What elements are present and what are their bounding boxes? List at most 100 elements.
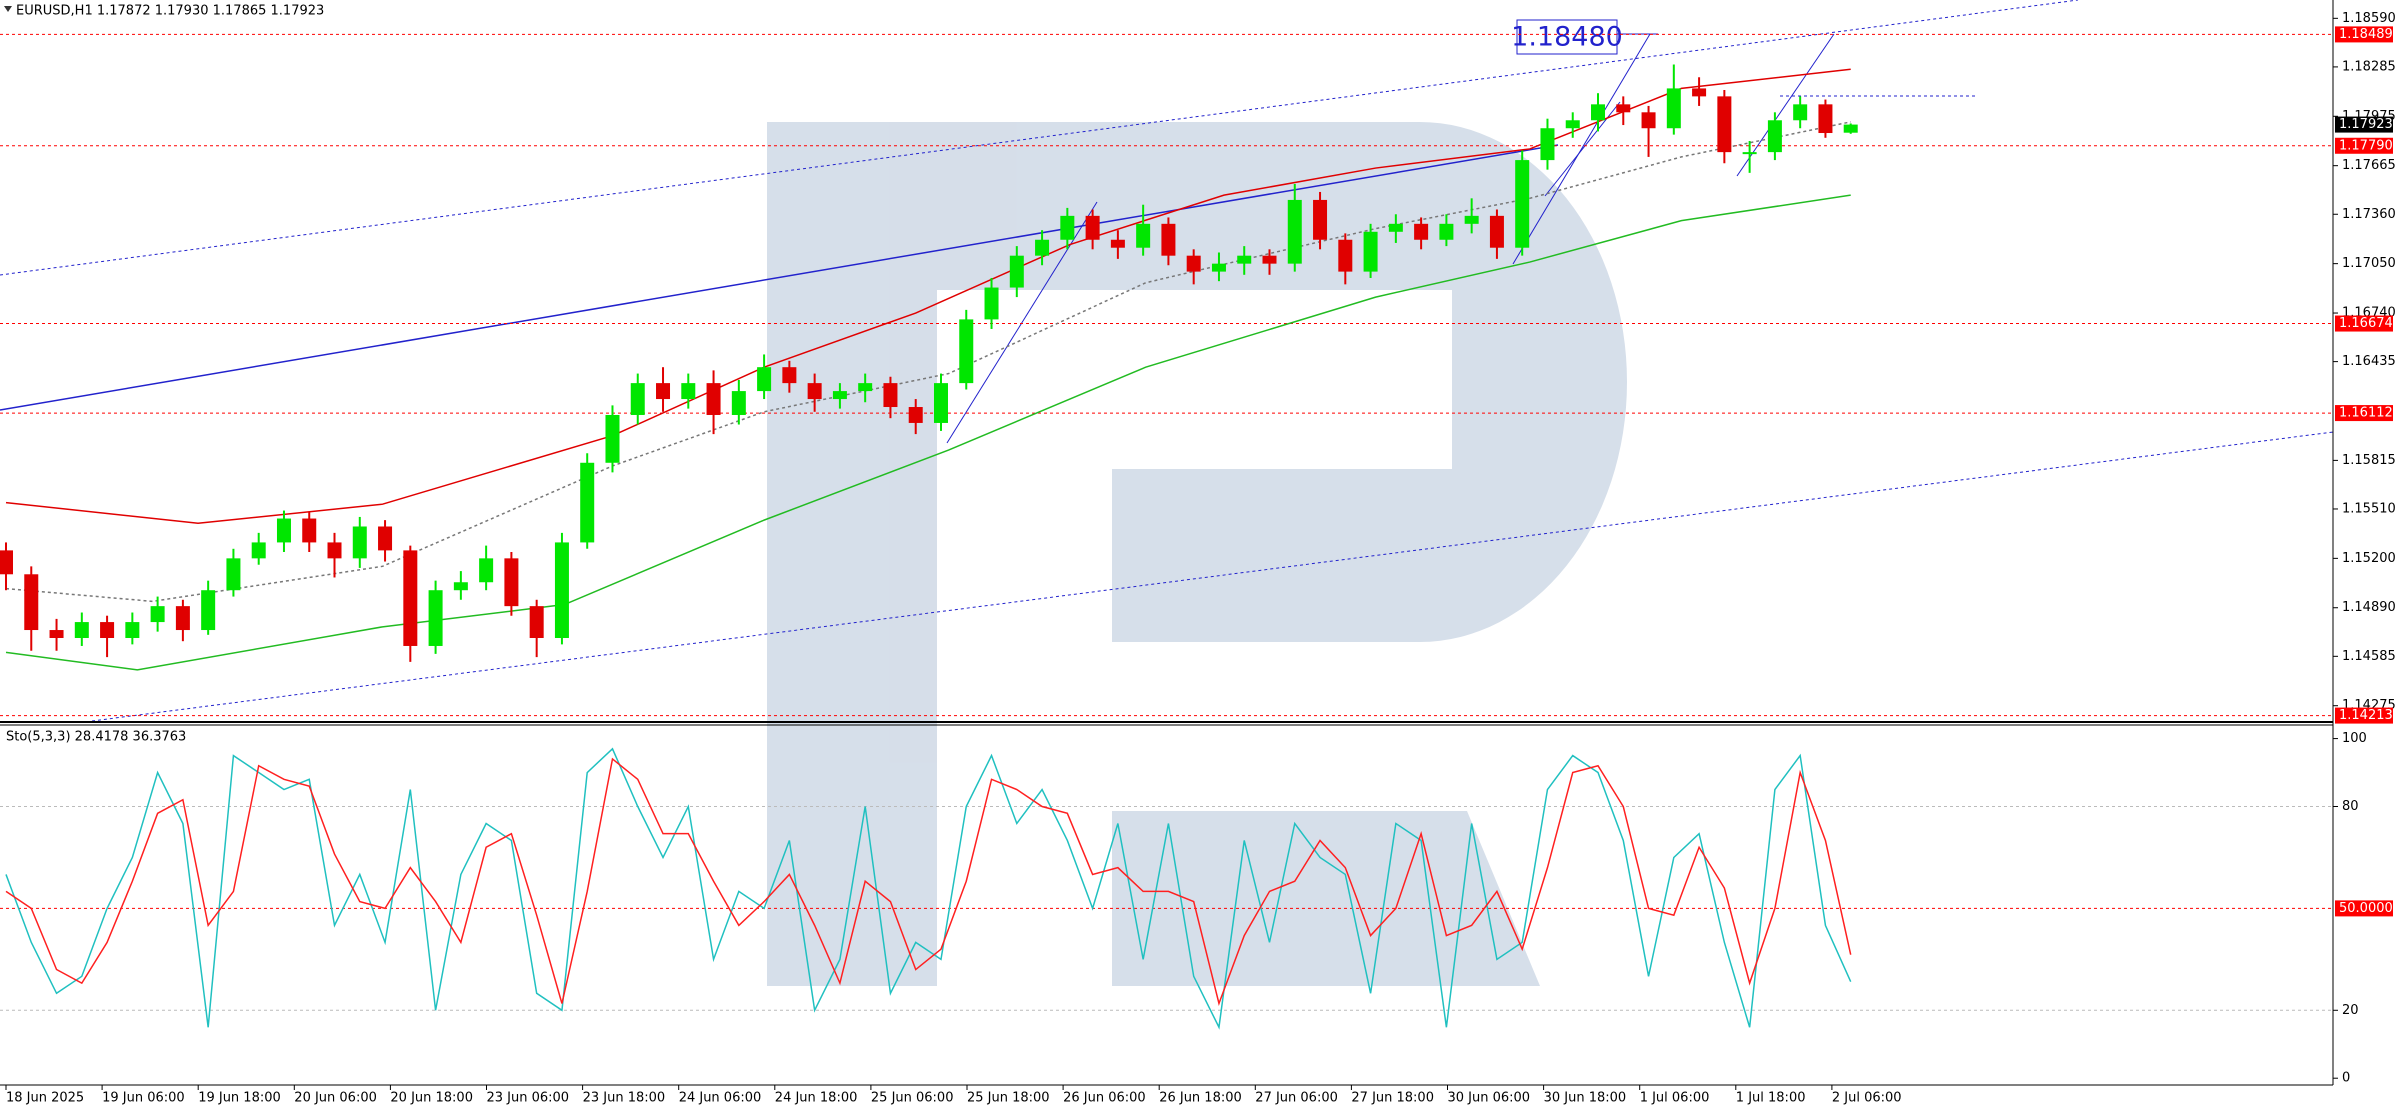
candle-body [1818, 104, 1833, 134]
candle-body [782, 367, 797, 384]
candle-body [933, 383, 948, 423]
candle-body [175, 606, 190, 631]
candle-body [1060, 215, 1075, 240]
y-tick-label: 1.17665 [2342, 158, 2396, 173]
x-tick-label: 20 Jun 18:00 [390, 1091, 473, 1106]
x-tick-label: 27 Jun 18:00 [1351, 1091, 1434, 1106]
candle-body [0, 550, 13, 575]
trend-line [0, 144, 1559, 411]
level-label: 1.16674 [2339, 316, 2393, 331]
candle-body [630, 383, 645, 415]
y-tick-label: 1.15200 [2342, 551, 2396, 566]
level-label-box [2335, 26, 2393, 43]
level-label-box [2335, 707, 2393, 724]
candle-body [1641, 112, 1656, 129]
signal-level-box [2335, 900, 2393, 917]
level-label: 1.14213 [2339, 708, 2393, 723]
candle-body [74, 622, 89, 639]
y-tick-label: 1.18285 [2342, 59, 2396, 74]
candle-body [226, 558, 241, 591]
channel-lower [91, 431, 2334, 722]
candle-body [832, 391, 847, 400]
candle-body [1793, 104, 1808, 121]
candle-body [1439, 223, 1454, 240]
x-tick-label: 2 Jul 06:00 [1832, 1091, 1902, 1106]
candle-body [1666, 88, 1681, 129]
candle-body [757, 367, 772, 392]
level-label-box [2335, 315, 2393, 332]
x-tick-label: 25 Jun 06:00 [871, 1091, 954, 1106]
candle-body [428, 590, 443, 646]
x-tick-label: 27 Jun 06:00 [1255, 1091, 1338, 1106]
y-tick-label: 1.15815 [2342, 453, 2396, 468]
candle-body [24, 574, 39, 631]
candle-body [1313, 199, 1328, 240]
candle-body [302, 518, 317, 543]
candle-body [1742, 152, 1757, 155]
candle-body [706, 383, 721, 415]
x-tick-label: 24 Jun 06:00 [679, 1091, 762, 1106]
candle-body [479, 558, 494, 583]
watermark-leg [1112, 811, 1540, 986]
y-tick-label: 1.15510 [2342, 501, 2396, 516]
candle-body [201, 590, 216, 631]
candle-body [858, 383, 873, 392]
candle-body [908, 407, 923, 423]
candle-body [1414, 223, 1429, 240]
level-label: 1.17790 [2339, 138, 2393, 153]
candle-body [731, 391, 746, 415]
candle-body [1237, 255, 1252, 264]
y-tick-label: 80 [2342, 799, 2359, 814]
level-label-box [2335, 405, 2393, 422]
candle-body [1717, 96, 1732, 153]
x-tick-label: 26 Jun 06:00 [1063, 1091, 1146, 1106]
candle-body [1692, 88, 1707, 97]
channel-upper [0, 0, 2079, 276]
stochastic-line [5, 757, 1852, 1007]
x-tick-label: 1 Jul 06:00 [1640, 1091, 1710, 1106]
x-tick-label: 1 Jul 18:00 [1736, 1091, 1806, 1106]
moving-average [5, 121, 1851, 603]
current-price-label: 1.17923 [2339, 117, 2393, 132]
x-tick-label: 25 Jun 18:00 [967, 1091, 1050, 1106]
stochastic-line [5, 747, 1852, 1030]
watermark-bowl [937, 122, 1627, 642]
candle-body [1565, 120, 1580, 129]
y-tick-label: 1.17050 [2342, 256, 2396, 271]
candle-body [1489, 215, 1504, 248]
y-tick-label: 1.14585 [2342, 649, 2396, 664]
candle-body [1035, 239, 1050, 256]
candle-body [1110, 239, 1125, 248]
candle-body [1161, 223, 1176, 256]
candle-body [276, 518, 291, 543]
forecast-line [946, 201, 1098, 444]
candle-body [1616, 104, 1631, 113]
candle-body [1338, 239, 1353, 272]
y-tick-label: 1.17360 [2342, 207, 2396, 222]
x-tick-label: 30 Jun 06:00 [1448, 1091, 1531, 1106]
candle-body [150, 606, 165, 623]
y-tick-label: 1.18590 [2342, 11, 2396, 26]
candle-body [984, 287, 999, 320]
candle-body [251, 542, 266, 559]
candle-body [959, 319, 974, 384]
candle-body [1363, 231, 1378, 272]
candle-body [681, 383, 696, 400]
moving-average [5, 68, 1851, 525]
forecast-line [1512, 33, 1651, 265]
analysis-drawings [0, 0, 2334, 722]
candle-body [1540, 128, 1555, 161]
candle-body [453, 582, 468, 591]
symbol-icon [4, 6, 12, 12]
level-label: 1.18489 [2339, 27, 2393, 42]
candle-body [1085, 215, 1100, 240]
candle-body [1287, 199, 1302, 264]
candle-body [327, 542, 342, 559]
x-tick-label: 26 Jun 18:00 [1159, 1091, 1242, 1106]
candle-body [529, 606, 544, 639]
y-tick-label: 1.14890 [2342, 600, 2396, 615]
candle-body [1515, 160, 1530, 248]
candle-body [1767, 120, 1782, 153]
candle-body [49, 630, 64, 639]
